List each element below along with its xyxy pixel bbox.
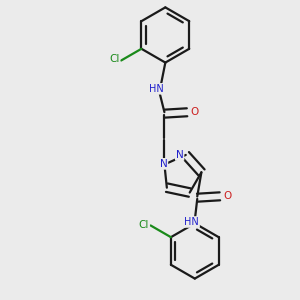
Text: Cl: Cl: [109, 54, 119, 64]
Text: O: O: [190, 107, 199, 117]
Text: O: O: [224, 191, 232, 201]
Text: N: N: [160, 159, 167, 169]
Text: HN: HN: [184, 217, 199, 227]
Text: Cl: Cl: [139, 220, 149, 230]
Text: HN: HN: [149, 84, 164, 94]
Text: N: N: [176, 150, 184, 160]
